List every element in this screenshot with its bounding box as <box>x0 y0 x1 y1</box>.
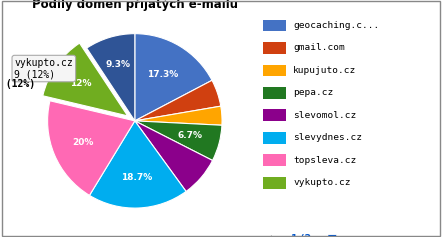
FancyBboxPatch shape <box>263 109 286 121</box>
FancyBboxPatch shape <box>263 20 286 32</box>
Wedge shape <box>89 121 186 208</box>
Wedge shape <box>87 34 135 121</box>
Wedge shape <box>135 106 222 125</box>
Text: pepa.cz: pepa.cz <box>293 88 333 97</box>
Wedge shape <box>135 34 212 121</box>
Text: geocaching.c...: geocaching.c... <box>293 21 379 30</box>
Title: Podíly domén přijatých e-mailů: Podíly domén přijatých e-mailů <box>32 0 238 11</box>
FancyBboxPatch shape <box>263 42 286 54</box>
Text: slevydnes.cz: slevydnes.cz <box>293 133 362 142</box>
Text: 9.3%: 9.3% <box>105 59 130 68</box>
Wedge shape <box>48 101 135 195</box>
Text: ▼: ▼ <box>328 234 337 237</box>
FancyBboxPatch shape <box>263 87 286 99</box>
Text: 6.7%: 6.7% <box>177 131 202 140</box>
Wedge shape <box>43 43 128 116</box>
FancyBboxPatch shape <box>263 177 286 189</box>
Text: 17.3%: 17.3% <box>147 70 179 79</box>
Text: ▲: ▲ <box>267 234 275 237</box>
FancyBboxPatch shape <box>263 154 286 166</box>
Wedge shape <box>135 121 222 160</box>
Text: 12%: 12% <box>70 79 92 88</box>
Text: slevomol.cz: slevomol.cz <box>293 111 356 120</box>
Text: 9 (12%): 9 (12%) <box>0 79 35 89</box>
Text: vykupto.cz: vykupto.cz <box>293 178 351 187</box>
Text: vykupto.cz
9 (12%): vykupto.cz 9 (12%) <box>15 58 73 79</box>
Text: gmail.com: gmail.com <box>293 43 345 52</box>
Text: 1/2: 1/2 <box>291 234 312 237</box>
FancyBboxPatch shape <box>263 132 286 144</box>
Text: 18.7%: 18.7% <box>122 173 153 182</box>
Text: topsleva.cz: topsleva.cz <box>293 156 356 165</box>
FancyBboxPatch shape <box>263 65 286 76</box>
Text: kupujuto.cz: kupujuto.cz <box>293 66 356 75</box>
Text: 20%: 20% <box>72 138 93 147</box>
Wedge shape <box>135 80 221 121</box>
Wedge shape <box>135 121 213 191</box>
